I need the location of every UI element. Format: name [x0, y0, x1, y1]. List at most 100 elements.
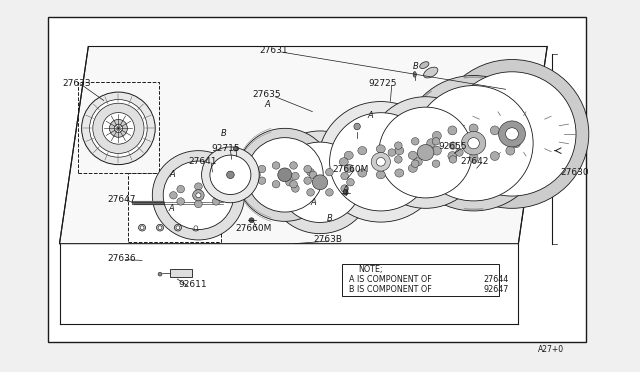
- Ellipse shape: [246, 138, 323, 212]
- Ellipse shape: [304, 165, 312, 173]
- Ellipse shape: [506, 131, 515, 140]
- Ellipse shape: [156, 224, 164, 231]
- Ellipse shape: [395, 169, 404, 177]
- Ellipse shape: [278, 168, 292, 182]
- Ellipse shape: [344, 151, 353, 160]
- Ellipse shape: [371, 153, 390, 171]
- Ellipse shape: [433, 131, 442, 140]
- Text: 27630: 27630: [560, 169, 589, 177]
- Ellipse shape: [326, 169, 333, 176]
- Ellipse shape: [490, 151, 499, 160]
- Ellipse shape: [170, 192, 177, 199]
- Ellipse shape: [253, 171, 260, 179]
- Ellipse shape: [174, 224, 182, 231]
- Ellipse shape: [432, 160, 440, 167]
- Text: NOTE;: NOTE;: [358, 265, 383, 274]
- Ellipse shape: [278, 142, 362, 222]
- Ellipse shape: [90, 100, 147, 157]
- Ellipse shape: [177, 198, 184, 205]
- Ellipse shape: [158, 226, 162, 230]
- Ellipse shape: [140, 226, 144, 230]
- Text: A: A: [343, 185, 348, 194]
- Ellipse shape: [237, 128, 333, 221]
- Ellipse shape: [272, 180, 280, 188]
- Ellipse shape: [220, 192, 227, 199]
- Ellipse shape: [307, 189, 314, 196]
- Bar: [78, 82, 159, 173]
- Ellipse shape: [427, 139, 436, 148]
- Text: 27660M: 27660M: [236, 224, 272, 233]
- Ellipse shape: [376, 158, 385, 166]
- Ellipse shape: [379, 107, 472, 198]
- Ellipse shape: [394, 142, 402, 149]
- Ellipse shape: [408, 151, 417, 160]
- Ellipse shape: [202, 147, 259, 203]
- Ellipse shape: [194, 226, 198, 230]
- Bar: [342, 264, 499, 296]
- Ellipse shape: [358, 169, 367, 177]
- Ellipse shape: [456, 149, 463, 156]
- Ellipse shape: [249, 218, 254, 222]
- Text: 92655: 92655: [438, 142, 467, 151]
- Ellipse shape: [347, 179, 355, 186]
- Ellipse shape: [272, 162, 280, 169]
- Ellipse shape: [195, 183, 202, 190]
- Ellipse shape: [312, 175, 328, 190]
- Text: A27+0: A27+0: [538, 345, 564, 354]
- Ellipse shape: [318, 102, 444, 222]
- Text: 27633: 27633: [62, 79, 91, 88]
- Ellipse shape: [449, 142, 457, 149]
- Ellipse shape: [192, 224, 200, 231]
- Ellipse shape: [102, 112, 134, 144]
- Ellipse shape: [435, 60, 589, 208]
- Ellipse shape: [448, 151, 457, 160]
- Ellipse shape: [258, 177, 266, 185]
- Ellipse shape: [341, 185, 349, 192]
- Text: 27635: 27635: [253, 90, 282, 99]
- Text: 92611: 92611: [178, 280, 207, 289]
- Ellipse shape: [376, 145, 385, 153]
- Ellipse shape: [468, 138, 479, 149]
- Ellipse shape: [432, 138, 440, 145]
- Text: 27636: 27636: [108, 254, 136, 263]
- Ellipse shape: [420, 62, 429, 68]
- Ellipse shape: [330, 113, 432, 211]
- Ellipse shape: [109, 119, 127, 137]
- Ellipse shape: [291, 185, 299, 192]
- Ellipse shape: [506, 146, 515, 155]
- Ellipse shape: [309, 171, 317, 179]
- Polygon shape: [60, 46, 547, 244]
- Ellipse shape: [412, 138, 419, 145]
- Ellipse shape: [258, 165, 266, 173]
- Ellipse shape: [403, 76, 544, 211]
- Ellipse shape: [413, 158, 422, 166]
- Ellipse shape: [285, 179, 293, 186]
- Ellipse shape: [227, 171, 234, 179]
- Ellipse shape: [449, 156, 457, 163]
- Ellipse shape: [448, 126, 457, 135]
- Ellipse shape: [413, 71, 417, 77]
- Ellipse shape: [93, 103, 144, 154]
- Ellipse shape: [506, 128, 518, 140]
- Ellipse shape: [326, 189, 333, 196]
- Ellipse shape: [394, 156, 402, 163]
- Ellipse shape: [196, 193, 201, 198]
- Ellipse shape: [354, 123, 360, 130]
- Ellipse shape: [341, 172, 349, 180]
- Text: 27660M: 27660M: [333, 165, 369, 174]
- Text: 27647: 27647: [108, 195, 136, 203]
- Bar: [170, 269, 192, 277]
- Text: A: A: [264, 100, 269, 109]
- Ellipse shape: [139, 224, 146, 231]
- Ellipse shape: [268, 131, 372, 234]
- Text: A: A: [170, 170, 175, 179]
- Text: 27644: 27644: [483, 275, 508, 284]
- Text: 92725: 92725: [368, 79, 397, 88]
- Text: A: A: [311, 198, 316, 207]
- Bar: [128, 173, 221, 242]
- Ellipse shape: [210, 155, 251, 195]
- Text: 2763B: 2763B: [314, 235, 342, 244]
- Text: 92647: 92647: [483, 285, 509, 294]
- Ellipse shape: [511, 139, 520, 148]
- Ellipse shape: [158, 272, 162, 276]
